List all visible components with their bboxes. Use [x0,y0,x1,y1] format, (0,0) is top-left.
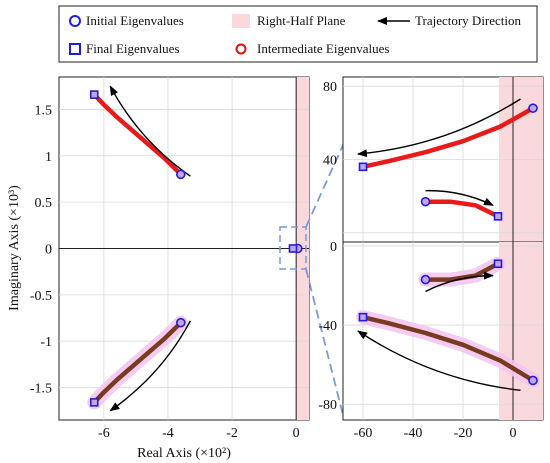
final-eigenvalue-marker [358,312,368,322]
trajectory-direction-arrow [357,98,521,158]
initial-eigenvalue-marker [175,317,186,328]
zoom-upper-panel: 40 80 [323,76,544,243]
eigenvalue-trajectory [360,314,536,383]
zoom-lower-series [356,256,540,388]
legend-rhp-patch [232,14,250,28]
x-tick-label: 0 [293,426,300,441]
x-tick-label: -40 [404,426,423,441]
final-eigenvalue-marker [358,162,368,172]
legend-initial-marker [69,15,81,27]
x-tick-label: -6 [98,426,110,441]
zoom-connector-bottom [305,268,344,416]
initial-eigenvalue-marker [175,169,186,180]
y-tick-label: 40 [323,154,337,169]
initial-eigenvalue-marker [420,196,431,207]
x-tick-label: -2 [226,426,238,441]
x-tick-label: -20 [454,426,473,441]
trajectory-direction-arrow [109,320,192,412]
final-eigenvalue-marker [288,244,298,253]
main-tick-labels: -6 -4 -2 0 1.5 1 0.5 0 -0.5 -1 -1.5 [30,103,300,441]
initial-eigenvalue-marker [528,103,538,113]
y-tick-label: 80 [323,80,337,95]
zoom-lower-rhp-region [499,242,543,420]
eigenvalue-trajectory [360,105,536,170]
trajectory-direction-arrow [109,85,191,177]
zoom-connector-top [305,144,344,228]
zoom-lower-direction-arrows [357,271,521,392]
main-x-axis-label: Real Axis (×10²) [137,446,231,461]
x-tick-label: -4 [162,426,174,441]
legend-intermediate-marker [235,43,247,55]
trajectory-direction-arrow [357,330,521,392]
zoom-lower-tick-labels: -60 -40 -20 0 0 -40 -80 [318,240,516,441]
trajectory-direction-arrow [425,189,494,206]
eigenvalue-trajectory [92,92,184,177]
main-points [89,90,303,407]
y-tick-label: -40 [318,319,337,334]
initial-eigenvalue-marker [420,274,431,285]
y-tick-label: 0 [330,240,337,255]
zoom-lower-panel: -60 -40 -20 0 0 -40 -80 [318,240,544,441]
y-tick-label: 1 [45,150,52,165]
zoom-upper-series [360,105,536,219]
zoom-upper-points [358,103,538,221]
final-eigenvalue-marker [89,398,99,407]
zoom-upper-direction-arrows [357,98,521,206]
y-tick-label: 0.5 [35,196,53,211]
initial-eigenvalue-marker [528,375,538,386]
legend-rhp-label: Right-Half Plane [257,13,346,28]
y-tick-label: -80 [318,398,337,413]
y-tick-label: 1.5 [35,103,53,118]
y-tick-label: 0 [45,243,52,258]
legend-final-label: Final Eigenvalues [86,41,180,56]
final-eigenvalue-marker [493,259,503,269]
legend: Initial Eigenvalues Right-Half Plane Tra… [58,5,538,63]
y-tick-label: -0.5 [30,289,52,304]
eigenvalue-trajectory [423,199,501,219]
legend-initial-label: Initial Eigenvalues [86,13,184,28]
eigenvalue-trajectory [423,261,501,282]
legend-direction-label: Trajectory Direction [415,13,522,28]
x-tick-label: -60 [354,426,373,441]
main-direction-arrows [109,85,192,412]
main-y-axis-label: Imaginary Axis (×10³) [7,185,22,311]
zoom-upper-tick-labels: 40 80 [323,80,337,168]
eigenvalue-trajectory [92,320,184,405]
zoom-region-box [279,226,307,270]
x-tick-label: 0 [510,426,517,441]
y-tick-label: -1 [40,335,52,350]
legend-final-marker [69,43,81,55]
y-tick-label: -1.5 [30,382,52,397]
final-eigenvalue-marker [89,90,99,99]
main-series [87,92,188,410]
zoom-lower-points [358,259,538,386]
zoom-upper-grid [343,77,543,242]
final-eigenvalue-marker [493,212,503,221]
legend-intermediate-label: Intermediate Eigenvalues [257,41,389,56]
main-panel: -6 -4 -2 0 1.5 1 0.5 0 -0.5 -1 -1.5 Real Axis (×10… [7,76,310,461]
legend-frame [58,5,538,63]
trajectory-direction-arrow [425,271,494,293]
